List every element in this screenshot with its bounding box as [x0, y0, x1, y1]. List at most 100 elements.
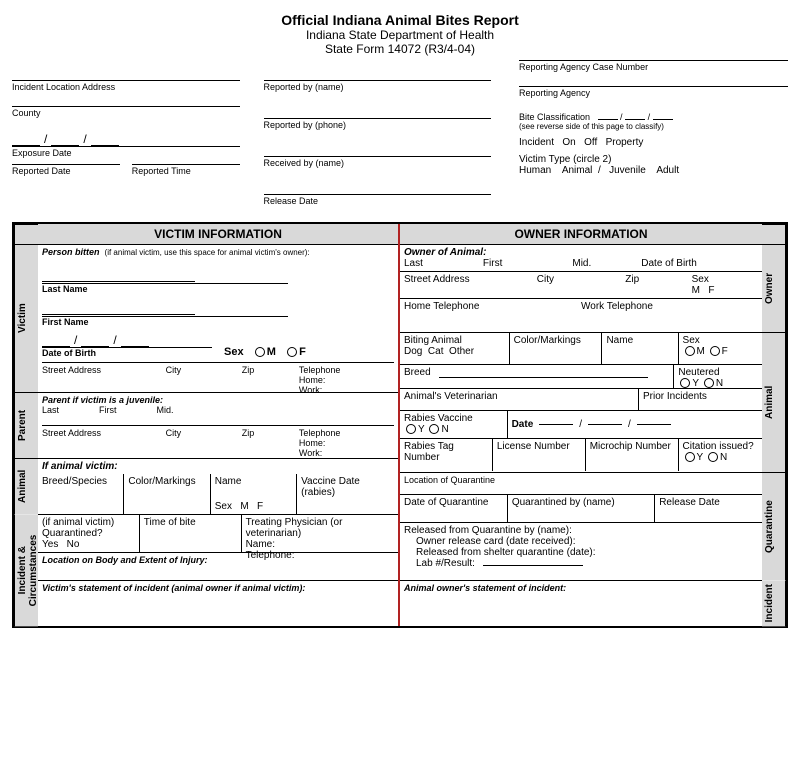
q-location: Location of Quarantine [400, 473, 762, 495]
q-date: Date of Quarantine [400, 495, 508, 522]
quarantine-block: Location of Quarantine Date of Quarantin… [400, 473, 762, 581]
parent-tel-home: Home: [299, 438, 394, 448]
incident-off: Off [584, 137, 597, 148]
incident-left-block: (if animal victim) Quarantined? Yes No T… [38, 515, 398, 626]
owner-statement: Animal owner's statement of incident: [400, 581, 762, 626]
time-of-bite: Time of bite [140, 515, 242, 552]
neutered-n-circle[interactable] [704, 378, 714, 388]
ba-dog: Dog [404, 346, 422, 357]
q-shelter: Released from shelter quarantine (date): [404, 547, 758, 558]
parent-city: City [166, 428, 242, 458]
cite-n-circle[interactable] [708, 452, 718, 462]
rv-n-circle[interactable] [429, 424, 439, 434]
victim-sex-f: F [299, 346, 306, 358]
top-fields: Incident Location Address County // Expo… [12, 60, 788, 214]
ba-other: Other [449, 346, 474, 357]
neutered-y: Y [692, 378, 699, 389]
person-bitten-note: (if animal victim, use this space for an… [105, 248, 310, 257]
incident-location: Incident Location Address [12, 80, 240, 100]
owner-home-tel: Home Telephone [404, 301, 581, 318]
reported-by-name: Reported by (name) [264, 80, 492, 100]
side-animal-l: Animal [14, 458, 38, 514]
quarantined-label: (if animal victim) Quarantined? [42, 517, 135, 539]
cite-n: N [720, 452, 727, 463]
victim-street: Street Address [42, 365, 166, 395]
owner-heading: Owner of Animal: [404, 247, 486, 258]
av-m: M [240, 501, 248, 512]
rv-n: N [441, 424, 448, 435]
incident-property: Property [606, 137, 644, 148]
owner-m: M [692, 285, 700, 296]
victim-type-adult: Adult [656, 165, 679, 176]
victim-type-animal: Animal [562, 165, 593, 176]
victim-statement: Victim's statement of incident (animal o… [38, 581, 398, 626]
bite-class-label: Bite Classification [519, 112, 590, 122]
physician-name: Name: [246, 539, 394, 550]
animal-victim-block: If animal victim: Breed/Species Color/Ma… [38, 459, 398, 515]
left-side-labels: Victim Parent Animal Incident & Circumst… [14, 224, 38, 626]
av-breed: Breed/Species [38, 474, 124, 514]
last-name-label: Last Name [42, 283, 288, 294]
owner-sex: Sex [692, 274, 758, 285]
release-date: Release Date [264, 194, 492, 214]
ba-vet: Animal's Veterinarian [400, 389, 639, 410]
ba-name: Name [602, 333, 678, 364]
victim-type-label: Victim Type (circle 2) [519, 154, 788, 165]
first-name-label: First Name [42, 316, 288, 327]
victim-sex-f-circle[interactable] [287, 347, 297, 357]
parent-heading: Parent if victim is a juvenile: [42, 395, 394, 405]
reported-by-phone: Reported by (phone) [264, 118, 492, 138]
form-number: State Form 14072 (R3/4-04) [12, 42, 788, 56]
victim-info-header: VICTIM INFORMATION [38, 224, 398, 245]
ba-neutered: Neutered [678, 367, 758, 378]
owner-dob: Date of Birth [641, 258, 697, 269]
treating-physician: Treating Physician (or veterinarian) [246, 517, 394, 539]
victim-telephone: Telephone [299, 365, 394, 375]
q-lab: Lab #/Result: [416, 558, 475, 569]
victim-sex-m: M [267, 346, 276, 358]
person-bitten-label: Person bitten [42, 247, 100, 257]
side-victim: Victim [14, 244, 38, 392]
reported-time: Reported Time [132, 164, 240, 184]
side-animal-r: Animal [762, 332, 786, 472]
victim-zip: Zip [242, 365, 299, 395]
parent-last: Last [42, 405, 59, 415]
parent-first: First [99, 405, 117, 415]
form-agency: Indiana State Department of Health [12, 28, 788, 42]
side-incident-l: Incident & Circumstances [14, 514, 38, 626]
quarantined-no: No [67, 539, 80, 550]
biting-animal: Biting Animal [404, 335, 505, 346]
top-right-col: Reporting Agency Case Number Reporting A… [515, 60, 788, 214]
rv-y-circle[interactable] [406, 424, 416, 434]
ba-f-circle[interactable] [710, 346, 720, 356]
q-by: Quarantined by (name) [508, 495, 655, 522]
victim-sex-m-circle[interactable] [255, 347, 265, 357]
right-side-labels: Owner Animal Quarantine Incident [762, 224, 786, 626]
quarantined-yes: Yes [42, 539, 58, 550]
ba-m-circle[interactable] [685, 346, 695, 356]
citation: Citation issued? [683, 441, 758, 452]
owner-last: Last [404, 258, 423, 269]
rv-y: Y [418, 424, 425, 435]
neutered-y-circle[interactable] [680, 378, 690, 388]
main-form: Victim Parent Animal Incident & Circumst… [12, 222, 788, 628]
breed-blank: LLLLLLLLLLLLLLLLLLLLLL [439, 371, 648, 378]
first-name-blank: LLLLLLLLLLLLLLLL [42, 308, 195, 315]
owner-work-tel: Work Telephone [581, 301, 758, 318]
av-name: Name [215, 476, 292, 487]
parent-telephone: Telephone [299, 428, 394, 438]
av-sex: Sex [215, 501, 232, 512]
side-owner: Owner [762, 244, 786, 332]
victim-type-juvenile: Juvenile [609, 165, 646, 176]
side-incident-r: Incident [762, 580, 786, 626]
parent-zip: Zip [242, 428, 299, 458]
reporting-agency: Reporting Agency [519, 86, 788, 106]
dob-label: Date of Birth [42, 347, 212, 358]
incident-on: On [562, 137, 575, 148]
victim-tel-home: Home: [299, 375, 394, 385]
ba-m: M [697, 346, 705, 357]
q-release-date: Release Date [655, 495, 762, 522]
top-left-col: Incident Location Address County // Expo… [12, 60, 240, 214]
top-mid-col: Reported by (name) Reported by (phone) R… [264, 60, 492, 214]
cite-y-circle[interactable] [685, 452, 695, 462]
